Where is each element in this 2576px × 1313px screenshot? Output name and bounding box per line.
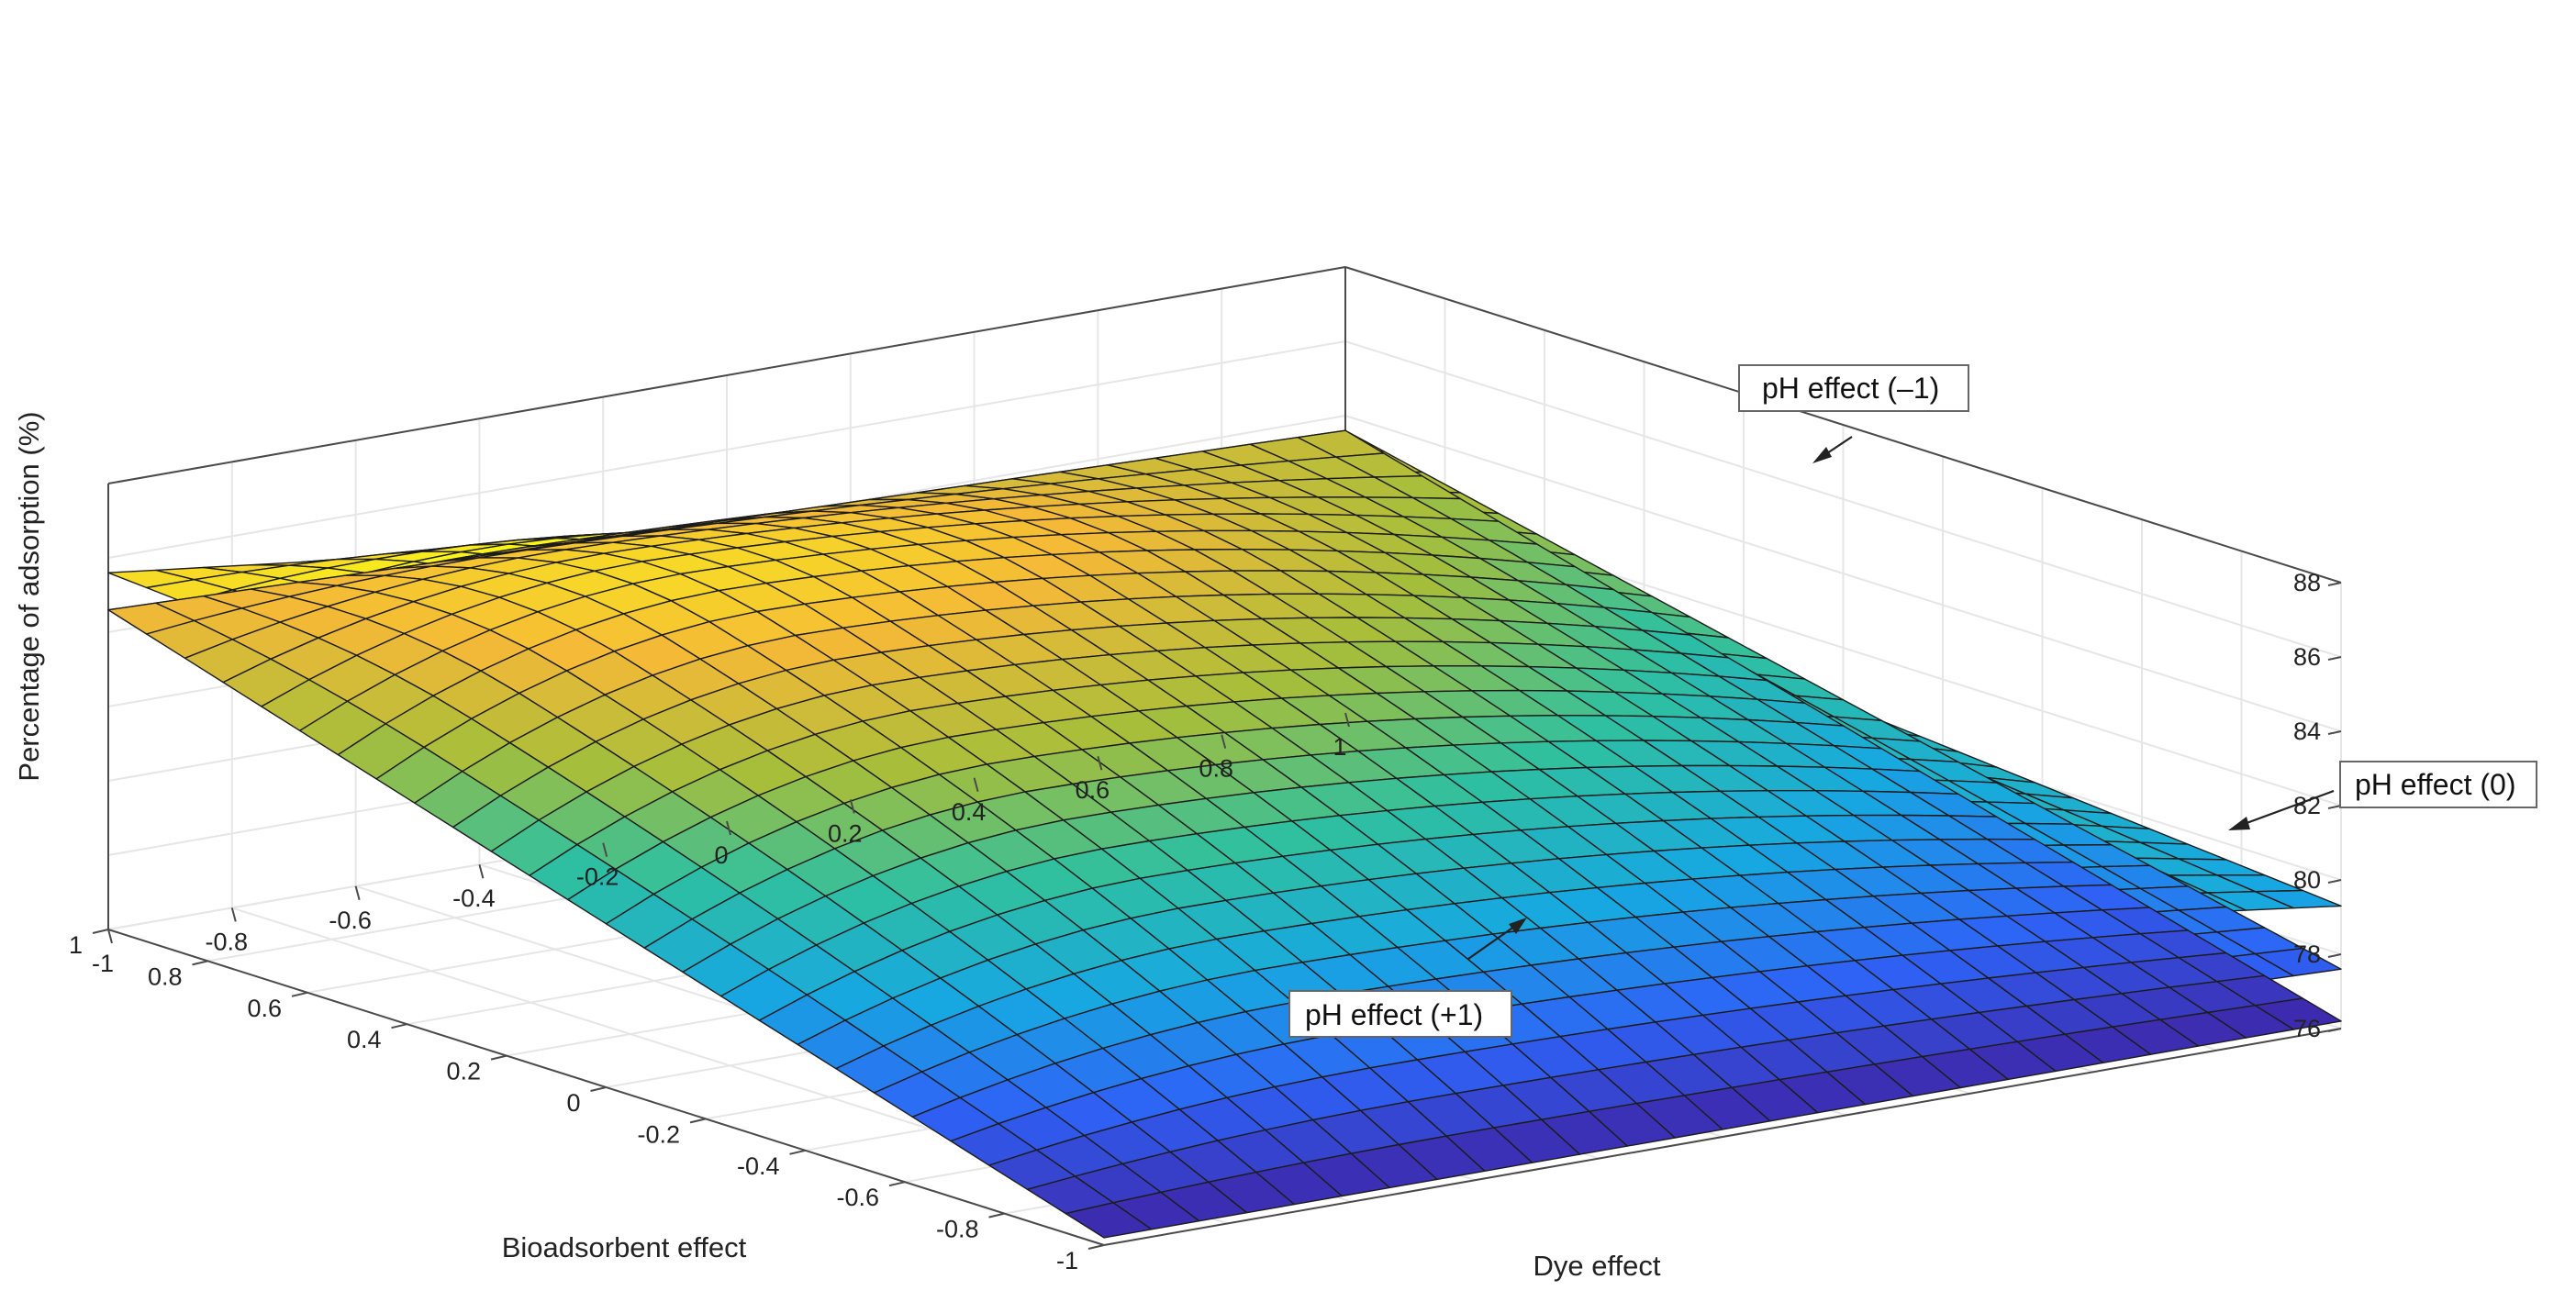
z-tick-label: 80: [2293, 866, 2321, 894]
z-tick-label: 88: [2293, 569, 2321, 596]
y-tick-label: -0.4: [452, 885, 496, 912]
x-tick-label: -0.6: [836, 1184, 879, 1211]
z-axis-title: Percentage of adsorption (%): [13, 411, 45, 781]
z-tick-label: 76: [2293, 1015, 2321, 1042]
y-tick-label: -0.8: [206, 928, 249, 955]
x-tick-label: 0.8: [148, 962, 183, 990]
y-axis-title: Dye effect: [1533, 1250, 1660, 1282]
tick-labels: -1 -0.8 -0.6 -0.4 -0.2 0 0.2 0.4 0.6 0.8 1 -1 -0.8 -0…: [69, 569, 2342, 1274]
y-tick-label: 0.8: [1199, 755, 1233, 783]
series-label-ph-minus-1-text: pH effect (–1): [1762, 372, 1939, 405]
series-label-ph-plus-1: pH effect (+1): [1288, 918, 1527, 1038]
x-tick-label: -1: [1056, 1247, 1078, 1274]
y-tick-label: -0.2: [576, 863, 619, 891]
y-tick-label: 0: [714, 841, 728, 869]
surfaces: [107, 429, 2342, 1239]
z-tick-label: 78: [2293, 940, 2321, 968]
x-axis-title: Bioadsorbent effect: [502, 1231, 747, 1263]
x-tick-label: 0.4: [347, 1026, 382, 1053]
z-tick-label: 86: [2293, 643, 2321, 671]
z-tick-label: 82: [2293, 792, 2321, 819]
x-tick-label: -0.2: [637, 1120, 680, 1148]
y-tick-label: 0.2: [828, 819, 863, 847]
y-tick-label: 0.4: [952, 798, 987, 826]
y-tick-label: 0.6: [1076, 776, 1110, 804]
x-tick-label: -0.4: [737, 1152, 780, 1180]
series-label-ph-minus-1: pH effect (–1): [1738, 364, 1969, 463]
x-tick-label: 0.2: [446, 1058, 481, 1085]
z-tick-label: 84: [2293, 718, 2321, 745]
series-label-ph-plus-1-text: pH effect (+1): [1305, 998, 1483, 1031]
series-label-ph-0-text: pH effect (0): [2355, 768, 2515, 801]
x-tick-label: 0: [566, 1089, 580, 1117]
x-tick-label: -0.8: [936, 1216, 979, 1243]
surface-2: [107, 429, 2342, 1239]
y-tick-label: 1: [1333, 733, 1346, 761]
y-tick-label: -1: [92, 950, 114, 977]
y-tick-label: -0.6: [329, 907, 372, 934]
surface-cell: [1065, 1202, 1153, 1239]
x-tick-label: 1: [69, 931, 83, 959]
x-tick-label: 0.6: [247, 995, 282, 1022]
axes-box: [107, 266, 2342, 1246]
series-label-ph-0: pH effect (0): [2228, 761, 2537, 830]
